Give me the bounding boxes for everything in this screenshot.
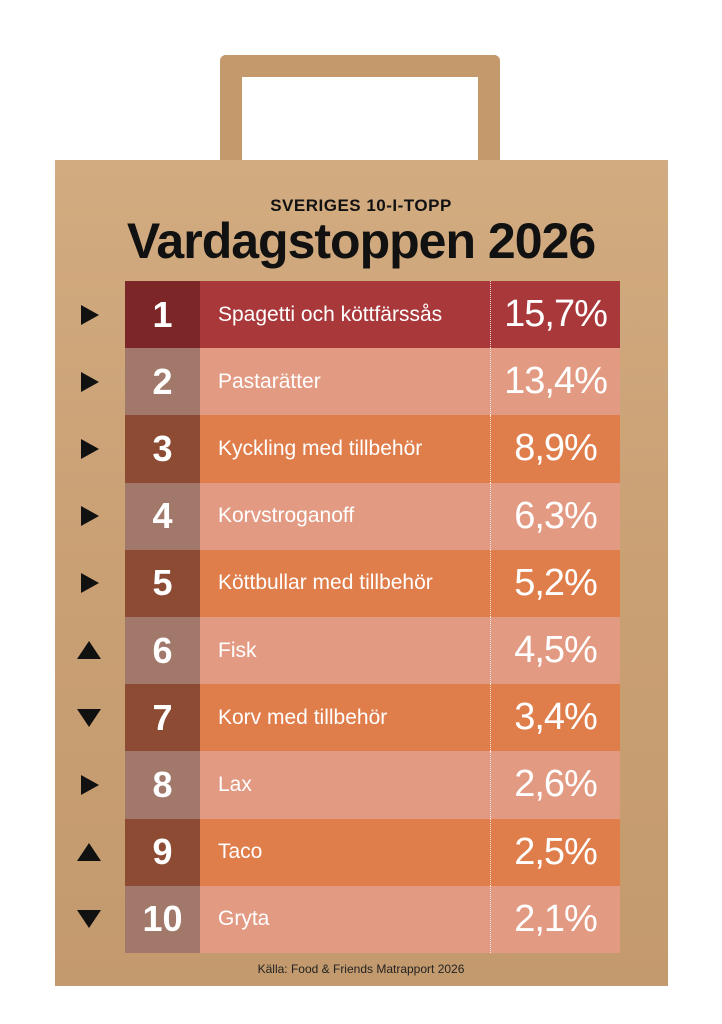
table-row: 8 Lax 2,6% [70, 751, 630, 819]
trend-icon [77, 843, 101, 861]
trend-icon [81, 304, 99, 325]
trend-icon [81, 371, 99, 392]
rank: 4 [125, 482, 200, 550]
rank: 5 [125, 549, 200, 617]
table-row: 6 Fisk 4,5% [70, 616, 630, 685]
rank: 6 [125, 616, 200, 685]
trend-icon [81, 438, 99, 459]
trend-icon [77, 641, 101, 660]
table-row: 4 Korvstroganoff 6,3% [70, 482, 630, 550]
table-row: 2 Pastarätter 13,4% [70, 348, 630, 416]
bag-handle [220, 55, 500, 175]
trend-arrow [76, 617, 102, 684]
table-row: 5 Köttbullar med tillbehör 5,2% [70, 549, 630, 617]
trend-icon [81, 774, 99, 795]
share: 13,4% [490, 348, 620, 416]
trend-arrow [76, 684, 102, 751]
dish-name: Kyckling med tillbehör [200, 415, 490, 483]
trend-arrow [76, 751, 102, 818]
share: 6,3% [490, 482, 620, 550]
dish-name: Köttbullar med tillbehör [200, 549, 490, 617]
trend-arrow [76, 281, 102, 348]
table-row: 1 Spagetti och köttfärssås 15,7% [70, 281, 630, 349]
share: 2,5% [490, 818, 620, 886]
table-row: 3 Kyckling med tillbehör 8,9% [70, 415, 630, 483]
table-row: 9 Taco 2,5% [70, 818, 630, 886]
share: 2,6% [490, 751, 620, 819]
trend-arrow [76, 550, 102, 617]
share: 2,1% [490, 885, 620, 953]
rank: 8 [125, 751, 200, 819]
title: Vardagstoppen 2026 [126, 213, 596, 269]
dish-name: Lax [200, 751, 490, 819]
ranking-table: 1 Spagetti och köttfärssås 15,7% 2 Pastarätt… [70, 281, 630, 953]
rank: 1 [125, 281, 200, 349]
trend-icon [81, 506, 99, 527]
trend-arrow [76, 483, 102, 550]
table-row: 10 Gryta 2,1% [70, 885, 630, 953]
rank: 2 [125, 348, 200, 416]
share: 3,4% [490, 684, 620, 752]
rank: 3 [125, 415, 200, 483]
rank: 10 [125, 885, 200, 953]
dish-name: Fisk [200, 616, 490, 685]
dish-name: Korvstroganoff [200, 482, 490, 550]
dish-name: Spagetti och köttfärssås [200, 281, 490, 349]
dish-name: Taco [200, 818, 490, 886]
trend-arrow [76, 348, 102, 415]
source: Källa: Food & Friends Matrapport 2026 [257, 962, 465, 976]
trend-icon [77, 910, 101, 929]
dish-name: Gryta [200, 885, 490, 953]
rank: 7 [125, 684, 200, 752]
dish-name: Pastarätter [200, 348, 490, 416]
trend-icon [81, 573, 99, 594]
trend-arrow [76, 819, 102, 886]
trend-icon [77, 708, 101, 727]
trend-arrow [76, 886, 102, 953]
share: 8,9% [490, 415, 620, 483]
table-row: 7 Korv med tillbehör 3,4% [70, 684, 630, 752]
trend-arrow [76, 415, 102, 482]
rank: 9 [125, 818, 200, 886]
share: 4,5% [490, 616, 620, 685]
kicker: SVERIGES 10-I-TOPP [270, 196, 452, 215]
share: 15,7% [490, 281, 620, 349]
share: 5,2% [490, 549, 620, 617]
dish-name: Korv med tillbehör [200, 684, 490, 752]
